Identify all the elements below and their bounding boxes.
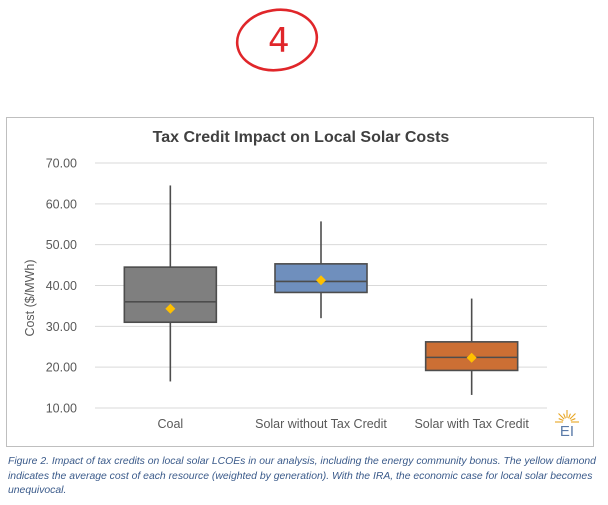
ei-logo: EI bbox=[555, 410, 579, 440]
logo-ray bbox=[569, 413, 576, 420]
logo-ray bbox=[558, 413, 565, 420]
mean-diamond bbox=[316, 275, 326, 286]
y-tick-label: 40.00 bbox=[46, 279, 77, 293]
mean-diamond bbox=[165, 303, 176, 314]
x-tick-label: Solar with Tax Credit bbox=[414, 417, 529, 431]
y-tick-label: 30.00 bbox=[46, 320, 77, 334]
logo-sunburst-icon bbox=[555, 410, 579, 423]
y-tick-label: 70.00 bbox=[46, 157, 77, 171]
chart-title: Tax Credit Impact on Local Solar Costs bbox=[153, 129, 450, 146]
y-tick-label: 10.00 bbox=[46, 402, 77, 416]
y-tick-label: 20.00 bbox=[46, 361, 77, 375]
logo-text: EI bbox=[560, 423, 574, 440]
boxes bbox=[123, 185, 519, 395]
box-body bbox=[123, 266, 218, 324]
x-tick-label: Solar without Tax Credit bbox=[255, 417, 387, 431]
y-tick-label: 60.00 bbox=[46, 197, 77, 211]
chart-container: Tax Credit Impact on Local Solar Costs C… bbox=[6, 117, 594, 447]
handwritten-annotation: 4 bbox=[235, 8, 319, 72]
logo-ray bbox=[558, 418, 564, 421]
annotation-circle bbox=[235, 8, 319, 72]
logo-ray bbox=[570, 418, 576, 421]
box-solar-with-tax-credit bbox=[424, 298, 519, 395]
box-solar-without-tax-credit bbox=[274, 221, 368, 319]
y-axis-label: Cost ($/MWh) bbox=[23, 259, 37, 336]
mean-diamond bbox=[466, 352, 477, 363]
figure-caption: Figure 2. Impact of tax credits on local… bbox=[8, 456, 596, 496]
x-axis-ticks: Coal Solar without Tax Credit Solar with T… bbox=[157, 417, 529, 431]
box-coal bbox=[123, 185, 218, 382]
y-tick-label: 50.00 bbox=[46, 238, 77, 252]
box-plot-chart: Tax Credit Impact on Local Solar Costs C… bbox=[23, 129, 579, 440]
annotation-number: 4 bbox=[268, 21, 290, 61]
y-axis-ticks: 10.00 20.00 30.00 40.00 50.00 60.00 70.00 bbox=[46, 157, 77, 416]
logo-ray bbox=[568, 413, 571, 419]
logo-ray bbox=[563, 413, 566, 419]
x-tick-label: Coal bbox=[157, 417, 183, 431]
